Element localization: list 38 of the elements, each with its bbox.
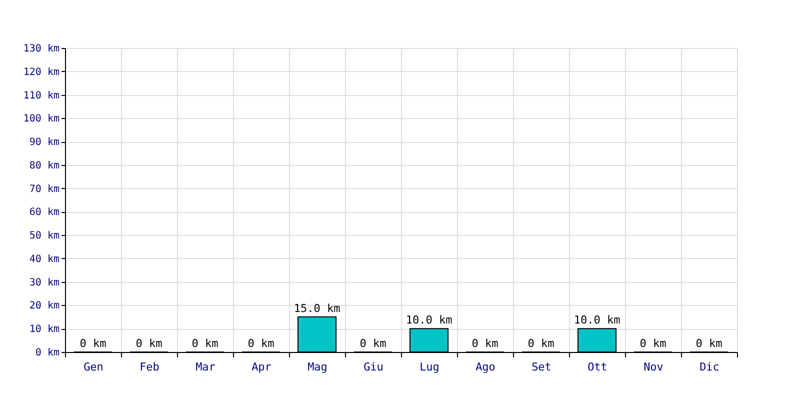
data-label: 0 km: [696, 337, 723, 350]
x-tick-label: Nov: [644, 360, 664, 374]
x-tick-label: Feb: [140, 360, 160, 374]
data-label: 0 km: [472, 337, 499, 350]
y-tick-label: 120 km: [23, 66, 60, 78]
x-tick-label: Ago: [476, 360, 496, 374]
y-tick-label: 50 km: [29, 230, 60, 242]
x-tick-label: Giu: [364, 360, 384, 374]
x-tick-label: Apr: [252, 360, 272, 374]
y-tick-label: 110 km: [23, 90, 60, 102]
data-label: 10.0 km: [406, 314, 453, 327]
data-label: 0 km: [360, 337, 387, 350]
data-label: 0 km: [136, 337, 163, 350]
x-tick-label: Mag: [308, 360, 328, 374]
data-label: 0 km: [248, 337, 275, 350]
y-tick-label: 10 km: [29, 324, 60, 336]
y-tick-label: 100 km: [23, 114, 60, 125]
y-tick-label: 40 km: [29, 254, 60, 265]
y-tick-label: 130 km: [23, 44, 60, 54]
data-label: 0 km: [528, 337, 555, 350]
data-label: 10.0 km: [574, 314, 621, 327]
x-tick-label: Lug: [420, 360, 440, 374]
x-tick-label: Mar: [196, 360, 216, 374]
y-tick-label: 70 km: [29, 184, 60, 195]
data-label: 0 km: [640, 337, 667, 350]
y-tick-label: 90 km: [29, 137, 60, 148]
x-tick-label: Ott: [588, 360, 608, 374]
data-label: 0 km: [80, 337, 107, 350]
x-tick-label: Gen: [84, 360, 104, 374]
y-tick-label: 60 km: [29, 207, 60, 218]
y-tick-label: 80 km: [29, 160, 60, 172]
y-tick-label: 0 km: [35, 348, 60, 358]
data-label: 15.0 km: [294, 302, 341, 315]
y-tick-label: 30 km: [29, 277, 60, 288]
x-tick-label: Dic: [700, 360, 720, 374]
data-label: 0 km: [192, 337, 219, 350]
x-tick-label: Set: [532, 360, 552, 374]
y-tick-label: 20 km: [29, 300, 60, 312]
